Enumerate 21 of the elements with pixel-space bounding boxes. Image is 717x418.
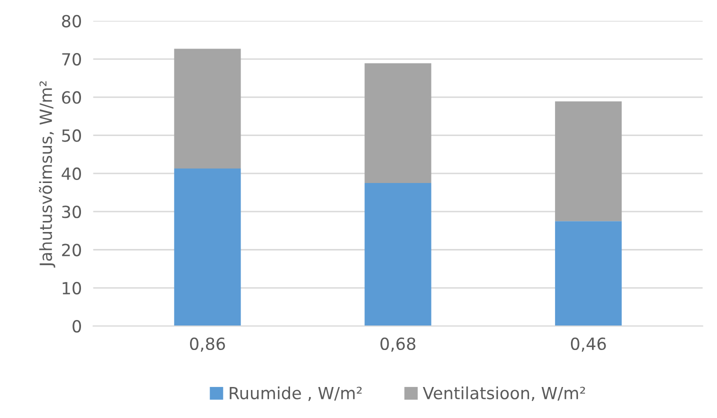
bar: [555, 221, 622, 326]
y-tick-label: 80: [62, 14, 81, 28]
bar: [364, 63, 432, 184]
legend-label: Ventilatsioon, W/m²: [422, 386, 586, 402]
x-tick-label: 0,68: [380, 337, 416, 352]
x-tick-label: 0,86: [190, 337, 225, 352]
legend-label: Ruumide , W/m²: [230, 386, 362, 402]
y-tick-label: 40: [62, 167, 81, 180]
x-tick-label: 0,46: [570, 337, 606, 352]
y-tick-label: 60: [62, 91, 81, 104]
y-tick-label: 0: [72, 320, 81, 333]
y-tick-label: 20: [62, 244, 81, 256]
y-tick-label: 70: [62, 53, 81, 66]
y-axis-title: Jahutusvõimsus, W/m²: [38, 81, 56, 268]
y-tick-label: 10: [62, 282, 81, 294]
bar: [555, 101, 622, 222]
y-tick-label: 50: [62, 129, 81, 142]
bar: [174, 48, 241, 169]
bar: [174, 168, 241, 326]
bar: [364, 183, 432, 326]
y-tick-label: 30: [62, 206, 81, 218]
